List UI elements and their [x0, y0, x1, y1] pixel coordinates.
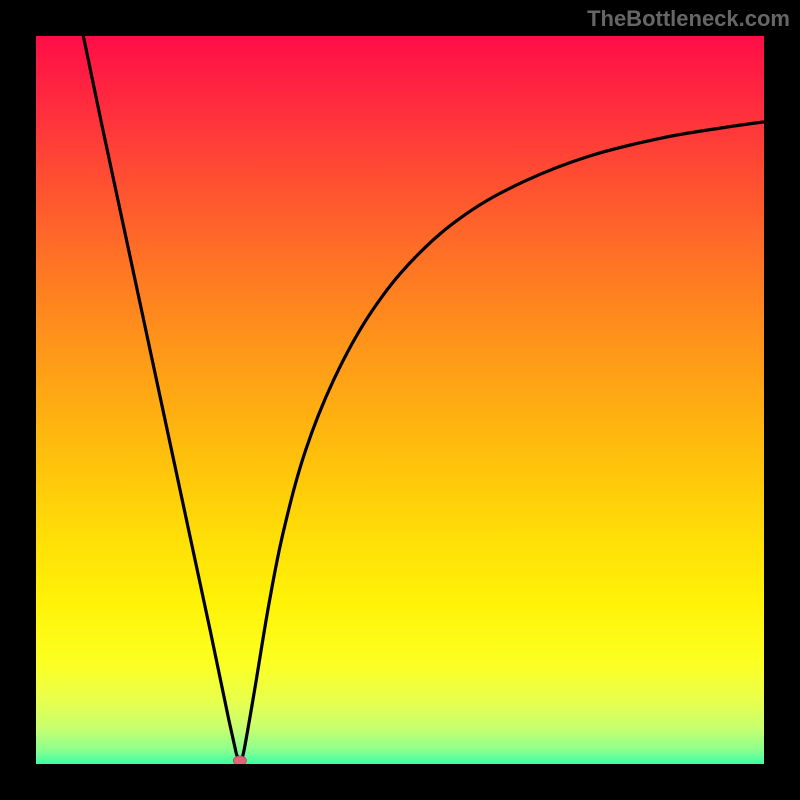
- plot-border: [0, 0, 800, 800]
- watermark-text: TheBottleneck.com: [587, 6, 790, 32]
- chart-container: TheBottleneck.com: [0, 0, 800, 800]
